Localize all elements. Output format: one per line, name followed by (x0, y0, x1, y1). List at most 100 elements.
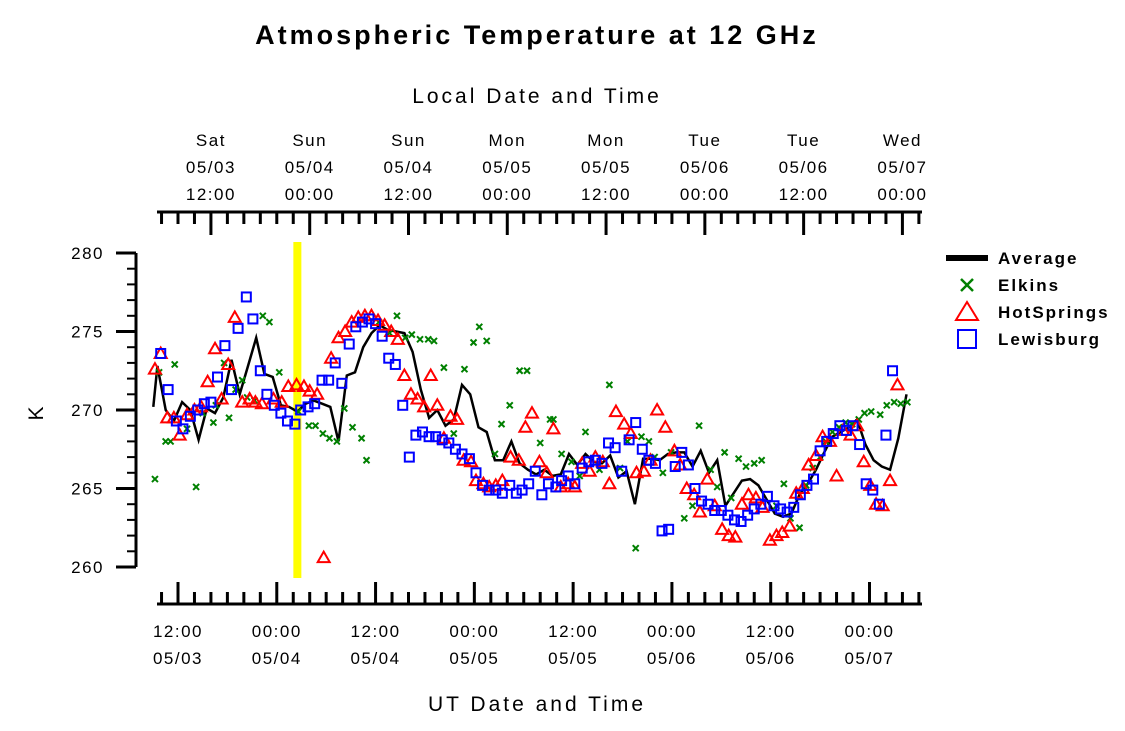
point-lewisburg (808, 473, 820, 485)
point-hotsprings (455, 452, 472, 466)
x-tick-label: 05/04 (351, 649, 401, 668)
point-hotsprings (429, 397, 446, 411)
point-lewisburg (728, 514, 740, 526)
top-tick-label: 12:00 (581, 185, 631, 204)
point-lewisburg (389, 358, 401, 370)
point-elkins (876, 411, 884, 419)
point-lewisburg (177, 423, 189, 435)
point-hotsprings (199, 373, 216, 388)
point-elkins (903, 398, 912, 406)
top-tick-label: 05/04 (285, 158, 335, 177)
y-tick-label: 280 (71, 244, 104, 263)
point-hotsprings (390, 331, 406, 345)
point-elkins (348, 423, 357, 431)
y-axis-title: K (25, 403, 48, 420)
point-lewisburg (596, 457, 608, 469)
point-elkins (742, 462, 750, 471)
point-hotsprings (699, 471, 716, 485)
point-elkins (695, 421, 703, 430)
point-elkins (265, 318, 274, 326)
point-lewisburg (212, 371, 224, 383)
point-hotsprings (247, 394, 264, 408)
plot-area (147, 242, 912, 578)
point-lewisburg (636, 443, 648, 455)
point-lewisburg (240, 291, 252, 303)
chart-title: Atmospheric Temperature at 12 GHz (255, 20, 819, 50)
point-elkins (688, 502, 697, 510)
point-lewisburg (827, 428, 839, 440)
point-lewisburg (860, 478, 872, 490)
point-hotsprings (502, 449, 519, 463)
point-lewisburg (542, 478, 554, 490)
point-hotsprings (213, 390, 230, 405)
point-elkins (890, 398, 898, 406)
point-lewisburg (370, 318, 382, 330)
point-elkins (430, 337, 438, 345)
top-tick-label: 12:00 (779, 185, 829, 204)
y-tick-label: 260 (71, 558, 104, 577)
point-lewisburg (523, 478, 535, 490)
y-tick-label: 275 (71, 323, 104, 342)
legend: Average Elkins HotSprings Lewisburg (946, 249, 1110, 349)
top-tick-label: Wed (883, 131, 922, 150)
point-lewisburg (616, 465, 628, 477)
top-tick-label: Sun (292, 131, 327, 150)
top-axis-title: Local Date and Time (412, 85, 662, 108)
x-tick-label: 00:00 (252, 622, 302, 641)
x-tick-label: 05/05 (449, 649, 499, 668)
point-lewisburg (510, 487, 522, 499)
point-elkins (440, 363, 448, 372)
point-elkins (680, 514, 688, 523)
x-tick-label: 12:00 (548, 622, 598, 641)
point-lewisburg (735, 515, 747, 527)
point-lewisburg (576, 462, 588, 474)
x-tick-label: 05/05 (548, 649, 598, 668)
point-elkins (311, 421, 320, 430)
legend-label: HotSprings (998, 303, 1110, 322)
x-tick-label: 12:00 (746, 622, 796, 641)
point-hotsprings (686, 486, 702, 501)
top-tick-label: Sun (391, 131, 426, 150)
point-elkins (659, 469, 667, 477)
point-elkins (460, 365, 469, 373)
point-lewisburg (155, 347, 167, 359)
legend-label: Lewisburg (998, 330, 1101, 349)
top-tick-label: 00:00 (482, 185, 532, 204)
point-lewisburg (496, 487, 508, 499)
top-tick-label: Mon (488, 131, 526, 150)
point-lewisburg (184, 410, 196, 422)
point-lewisburg (768, 500, 780, 512)
point-hotsprings (207, 340, 223, 355)
point-lewisburg (821, 435, 833, 447)
point-lewisburg (205, 396, 217, 408)
point-lewisburg (873, 498, 885, 510)
point-hotsprings (254, 395, 270, 410)
x-tick-label: 05/06 (647, 649, 697, 668)
point-lewisburg (794, 489, 806, 501)
point-elkins (275, 368, 283, 377)
point-hotsprings (531, 453, 548, 468)
point-lewisburg (316, 374, 328, 386)
point-elkins (605, 381, 614, 389)
x-tick-label: 12:00 (153, 622, 203, 641)
point-elkins (637, 432, 646, 441)
point-lewisburg (775, 503, 787, 515)
point-elkins (631, 544, 640, 552)
point-hotsprings (623, 425, 639, 440)
point-hotsprings (449, 411, 465, 425)
top-tick-label: 12:00 (383, 185, 433, 204)
point-elkins (491, 450, 499, 458)
point-lewisburg (254, 365, 266, 377)
point-hotsprings (396, 367, 413, 381)
point-lewisburg (854, 439, 866, 451)
point-elkins (393, 312, 401, 320)
x-tick-label: 00:00 (449, 622, 499, 641)
x-tick-label: 05/03 (153, 649, 203, 668)
point-lewisburg (170, 415, 182, 427)
top-tick-label: Sat (196, 131, 226, 150)
point-hotsprings (545, 420, 562, 435)
point-hotsprings (171, 427, 188, 441)
point-elkins (497, 420, 506, 428)
top-tick-label: 05/05 (482, 158, 532, 177)
point-elkins (581, 428, 590, 436)
